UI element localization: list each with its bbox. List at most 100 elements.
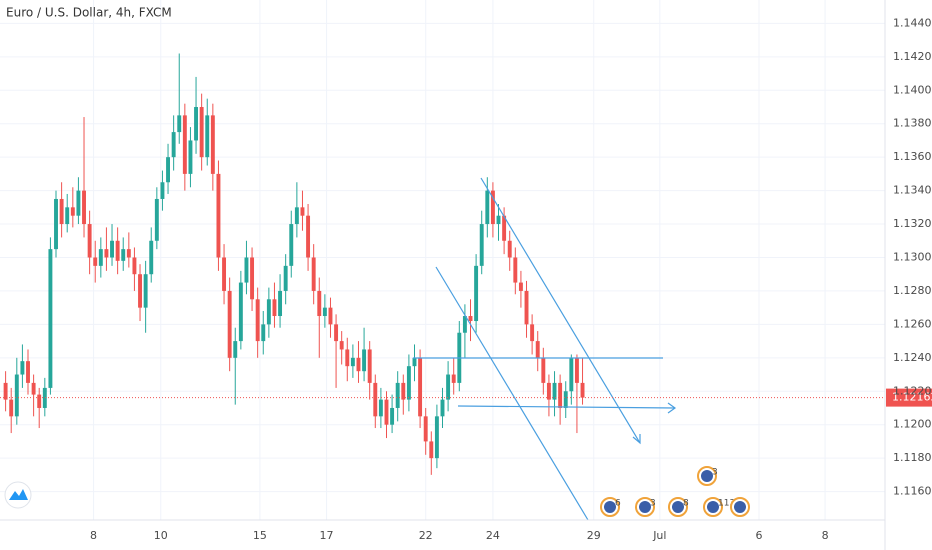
drawings [413,177,677,521]
candle-body [294,207,299,225]
x-tick-label: 22 [419,529,433,542]
candle-body [558,382,563,408]
y-tick-label: 1.13200 [893,217,932,230]
event-count: 3 [712,468,718,478]
candle-body [373,382,378,417]
candle-body [126,249,131,258]
candle-body [110,240,114,258]
candle-body [563,391,568,408]
candle-body [182,115,187,174]
event-flag [672,501,684,513]
x-tick-label: Jul [652,529,666,542]
candle-body [121,249,126,261]
candle-body [367,349,372,383]
candle-body [154,198,159,241]
candle-body [278,290,283,317]
candle-body [378,399,383,417]
candle-body [255,299,260,342]
candle-body [31,382,36,395]
y-tick-label: 1.12800 [893,284,932,297]
candle-body [474,265,479,322]
y-tick-label: 1.12200 [893,384,932,397]
candle-body [580,382,585,398]
candle-body [440,399,445,417]
candle-body [317,290,322,317]
candle-body [37,394,42,408]
y-tick-label: 1.11800 [893,451,932,464]
candle-body [65,207,70,225]
candle-body [98,249,103,266]
candle-body [513,257,518,283]
candle-body [418,357,423,417]
candle-body [569,357,574,392]
event-flag [734,501,746,513]
candle-body [70,207,75,216]
y-tick-label: 1.14000 [893,83,932,96]
trend-line [480,177,641,444]
candle-body [48,249,53,388]
candle-body [339,341,344,350]
y-tick-label: 1.14400 [893,16,932,29]
candle-body [42,387,47,408]
event-count: 3 [650,499,656,509]
candle-body [26,361,30,383]
arrow-head [667,402,677,414]
candle-body [535,341,540,358]
candle-body [76,190,81,216]
candle-body [328,307,333,325]
candle-body [149,240,154,275]
event-count: 6 [615,499,621,509]
last-price-label: 1.12162 [892,391,932,404]
y-tick-label: 1.13400 [893,184,932,197]
candle-body [401,382,406,400]
candle-body [311,257,316,291]
candle-body [82,190,86,225]
candle-body [446,374,451,400]
candle-body [334,324,339,342]
candle-body [59,198,64,225]
y-tick-label: 1.12000 [893,418,932,431]
candle-body [490,190,495,225]
candle-body [345,349,350,367]
candle-body [115,240,120,261]
candle-body [87,224,92,258]
candle-body [451,374,456,383]
candle-body [502,215,507,241]
candle-body [3,382,8,400]
candle-body [54,198,58,250]
overlay: 1.12162 6 3 8 113 3 [0,388,932,517]
x-tick-label: 24 [486,529,500,542]
candle-body [132,257,137,275]
candle-body [507,240,512,258]
candle-body [194,107,199,141]
x-tick-label: 10 [154,529,168,542]
event-flag [707,501,719,513]
arrow-line [457,405,676,409]
candle-body [14,374,19,417]
candle-body [210,115,215,174]
y-tick-label: 1.14200 [893,50,932,63]
event-flag [639,501,651,513]
candle-body [468,316,473,322]
candle-body [171,132,176,158]
y-tick-label: 1.13000 [893,250,932,263]
candle-body [406,366,411,400]
candle-body [216,173,221,258]
candle-body [390,407,395,425]
x-tick-label: 29 [587,529,601,542]
candle-body [9,399,14,417]
candle-body [518,282,523,291]
candle-body [266,299,271,325]
y-tick-label: 1.12400 [893,351,932,364]
candle-body [322,307,327,317]
x-tick-label: 17 [320,529,334,542]
y-tick-label: 1.13600 [893,150,932,163]
candle-body [93,257,98,266]
candle-body [205,115,210,158]
y-tick-label: 1.12600 [893,317,932,330]
arrow-head [632,434,641,445]
y-tick-label: 1.11600 [893,485,932,498]
candle-body [244,257,249,283]
candle-body [177,115,182,133]
